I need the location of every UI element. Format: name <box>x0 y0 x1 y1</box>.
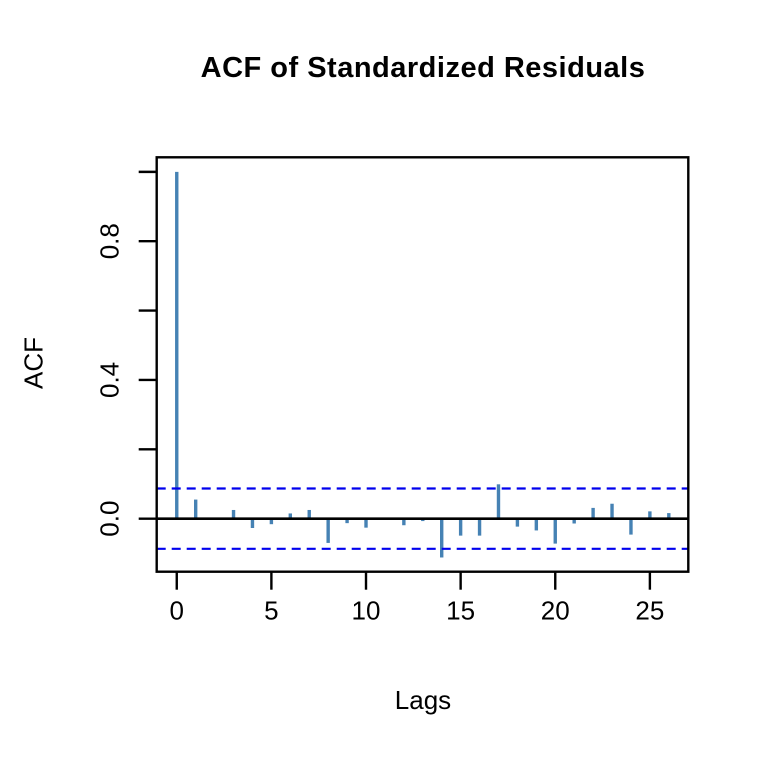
x-tick-label-0: 0 <box>170 596 184 626</box>
plot-border <box>155 156 690 573</box>
chart-title: ACF of Standardized Residuals <box>200 52 646 84</box>
x-axis-label: Lags <box>394 685 452 715</box>
y-tick-label-0.8: 0.8 <box>95 223 125 259</box>
x-tick-label-5: 5 <box>264 596 278 626</box>
y-tick-label-0.4: 0.4 <box>95 362 125 398</box>
y-tick-label-0.0: 0.0 <box>95 501 125 537</box>
x-tick-label-10: 10 <box>352 596 381 626</box>
x-tick-label-15: 15 <box>446 596 475 626</box>
x-tick-label-25: 25 <box>635 596 664 626</box>
x-tick-label-20: 20 <box>541 596 570 626</box>
y-axis-label: ACF <box>18 337 49 389</box>
